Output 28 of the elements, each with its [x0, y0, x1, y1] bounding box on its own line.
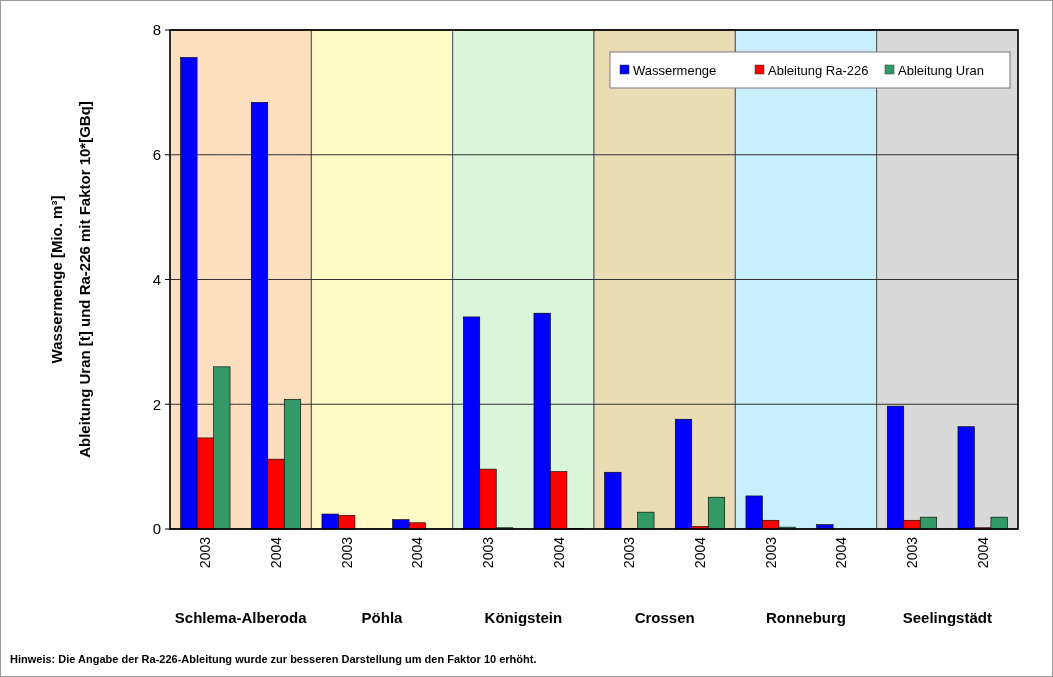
legend-label: Ableitung Uran	[898, 62, 984, 78]
x-tick-label: 2004	[550, 536, 567, 569]
x-tick-label: 2004	[691, 536, 708, 569]
text: Seelingstädt	[902, 609, 992, 626]
y-tick-label: 0	[152, 520, 161, 538]
x-tick-label: 2003	[762, 536, 779, 569]
text: Crossen	[634, 609, 695, 626]
text: Schlema-Alberoda	[174, 609, 308, 626]
text: Hinweis: Die Angabe der Ra-226-Ableitung wurde zur besseren Darstellung um den Faktor 10 erhöht.	[10, 653, 537, 665]
x-tick-label: 2003	[197, 536, 214, 569]
x-tick-label: 2004	[833, 536, 850, 569]
text: Pöhla	[361, 609, 404, 626]
x-tick-label: 2003	[479, 536, 496, 569]
x-tick-label: 2003	[621, 536, 638, 569]
text: Ronneburg	[766, 609, 846, 626]
x-tick-label: 2003	[903, 536, 920, 569]
x-tick-label: 2003	[338, 536, 355, 569]
text: Königstein	[484, 609, 563, 626]
y-tick-label: 4	[152, 270, 161, 288]
y-tick-label: 8	[152, 21, 161, 39]
y-tick-label: 6	[152, 146, 161, 163]
x-tick-label: 2004	[974, 536, 991, 569]
x-tick-label: 2004	[267, 536, 284, 569]
x-tick-label: 2004	[409, 536, 426, 569]
legend-label: Ableitung Ra-226	[768, 62, 869, 78]
y-axis-title: Wassermenge [Mio. m³] Ableitung Uran [t] und Ra-226 mit Faktor 10*[GBq]	[48, 101, 93, 458]
legend-label: Wassermenge	[633, 62, 717, 78]
y-tick-label: 2	[152, 395, 161, 413]
